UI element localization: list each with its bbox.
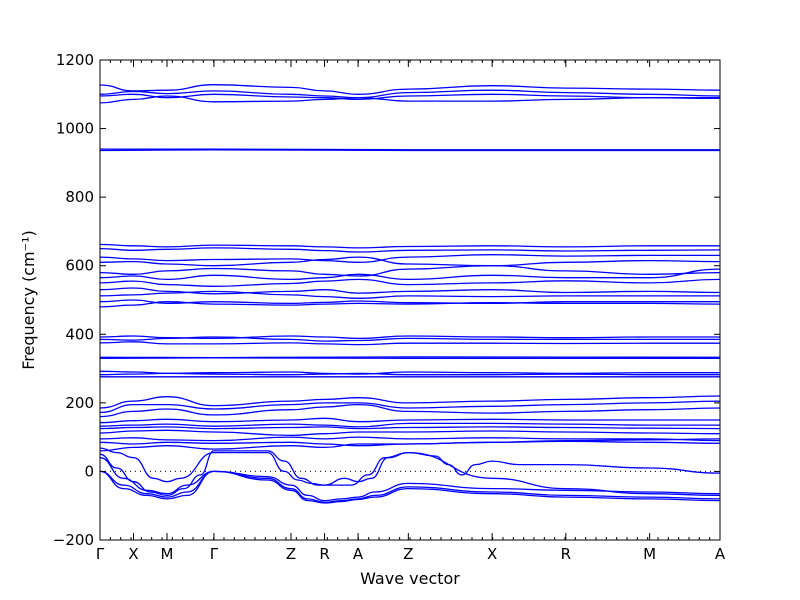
minor-ticks — [109, 60, 711, 540]
plot-frame — [99, 59, 721, 541]
band-17 — [100, 301, 720, 308]
x-tick-label: Z — [403, 545, 413, 563]
band-11 — [100, 265, 720, 277]
y-tick-label: 200 — [65, 394, 94, 412]
y-axis-label: Frequency (cm⁻¹) — [19, 230, 38, 369]
phonon-bands — [100, 84, 720, 504]
x-tick-label: X — [487, 545, 497, 563]
band-40 — [100, 438, 720, 452]
x-tick-label: Γ — [96, 545, 105, 563]
band-20 — [100, 341, 720, 346]
y-tick-label: 600 — [65, 257, 94, 275]
band-34 — [100, 440, 720, 447]
band-10 — [100, 256, 720, 267]
band-37 — [100, 457, 720, 502]
band-35 — [100, 447, 720, 486]
band-8 — [100, 247, 720, 253]
plot-area — [99, 59, 721, 541]
band-12 — [100, 268, 720, 281]
x-tick-label: M — [643, 545, 656, 563]
band-38 — [100, 470, 720, 503]
band-32 — [100, 429, 720, 437]
band-39 — [100, 470, 720, 504]
band-6 — [100, 149, 720, 152]
band-24 — [100, 372, 720, 376]
band-4 — [100, 95, 720, 104]
x-tick-label: A — [353, 545, 364, 563]
band-13 — [100, 278, 720, 287]
band-18 — [100, 335, 720, 340]
y-tick-label: 1000 — [56, 120, 94, 138]
x-tick-label: Z — [286, 545, 296, 563]
x-axis-label: Wave vector — [360, 569, 460, 588]
y-tick-label: 0 — [84, 462, 94, 480]
x-tick-label: X — [128, 545, 138, 563]
band-19 — [100, 336, 720, 342]
band-14 — [100, 287, 720, 295]
y-tick-label: 400 — [65, 325, 94, 343]
band-33 — [100, 436, 720, 442]
y-tick-label: 800 — [65, 188, 94, 206]
band-27 — [100, 400, 720, 414]
x-tick-label: R — [561, 545, 571, 563]
band-29 — [100, 417, 720, 424]
y-axis-ticks: −200 0 200 400 600 800 1000 1200 — [53, 51, 720, 549]
band-26 — [100, 395, 720, 409]
band-31 — [100, 426, 720, 430]
band-3 — [100, 93, 720, 101]
band-28 — [100, 403, 720, 418]
band-1 — [100, 84, 720, 95]
band-15 — [100, 290, 720, 299]
band-9 — [100, 254, 720, 263]
y-tick-label: 1200 — [56, 51, 94, 69]
y-tick-label: −200 — [53, 531, 94, 549]
x-tick-label: Γ — [210, 545, 219, 563]
band-30 — [100, 422, 720, 428]
x-tick-label: M — [161, 545, 174, 563]
band-7 — [100, 243, 720, 249]
band-36 — [100, 450, 720, 497]
band-16 — [100, 299, 720, 305]
x-tick-label: R — [319, 545, 329, 563]
x-tick-label: A — [715, 545, 726, 563]
